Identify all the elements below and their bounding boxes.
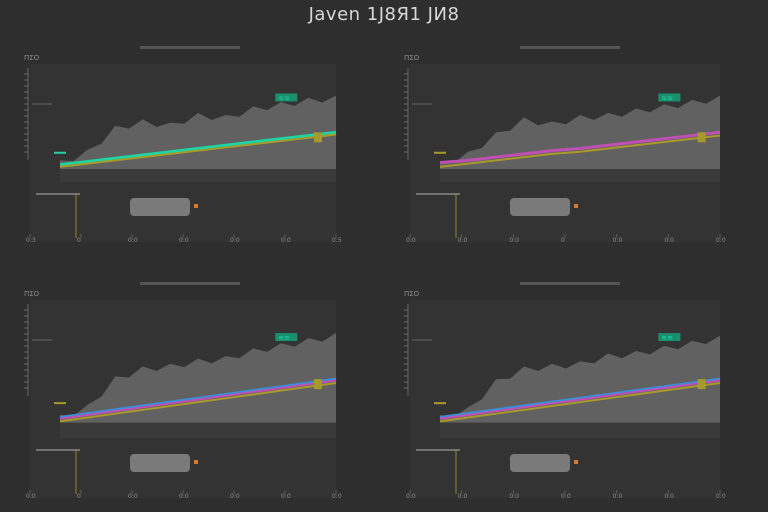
subtitle-bar	[520, 282, 620, 285]
x-tick-label: 0	[77, 237, 81, 244]
series-line-olive	[59, 133, 337, 168]
y-axis-label: ΠΣΟ	[404, 54, 420, 62]
tag-badge-label: ≋≋	[278, 94, 290, 102]
legend-marker	[434, 402, 446, 405]
tag-badge-label: ≋≋	[661, 94, 673, 102]
subtitle-bar	[140, 282, 240, 285]
x-tick-label: 0:0	[128, 237, 138, 244]
series-end-block	[697, 379, 706, 390]
annotation-dot	[194, 460, 198, 464]
x-tick-label: 0:0	[664, 237, 674, 244]
tag-badge	[275, 93, 298, 102]
series-line-magenta	[439, 379, 721, 420]
annotation-box	[510, 454, 570, 472]
legend-marker	[434, 151, 446, 154]
annotation-dot	[574, 204, 578, 208]
x-tick-label: 0:0	[230, 237, 240, 244]
series-line-olive	[59, 381, 337, 423]
series-line-teal	[59, 130, 337, 167]
y-axis-label: ΠΣΟ	[24, 54, 40, 62]
series-line-blue	[59, 377, 337, 420]
x-tick-label: 0:0	[664, 493, 674, 500]
ground-band	[440, 169, 720, 182]
subtitle-bar	[520, 46, 620, 49]
series-end-block	[313, 132, 322, 143]
tag-badge	[658, 333, 681, 342]
annotation-box	[130, 198, 190, 216]
terrain-area	[440, 95, 720, 182]
annotation-dot	[194, 204, 198, 208]
ground-band	[440, 422, 720, 438]
ground-band	[60, 422, 336, 438]
chart-panel-4: ΠΣΟ ≋≋ 0:0 0:0 0:0 0:0 0:0 0:0 0:0	[384, 270, 768, 512]
x-tick-label: 0:0	[332, 493, 342, 500]
x-tick-label: 0:0	[281, 493, 291, 500]
series-line-blue	[439, 377, 721, 420]
annotation-box	[130, 454, 190, 472]
series-line-magenta	[59, 379, 337, 420]
series-line-magenta	[439, 130, 721, 165]
ground-band	[60, 169, 336, 182]
tag-badge-label: ≋≋	[661, 334, 673, 342]
x-tick-label: 0:0	[179, 237, 189, 244]
x-tick-label: 0:0	[406, 237, 416, 244]
x-tick-label: 0:0	[281, 237, 291, 244]
x-tick-label: 0:0	[128, 493, 138, 500]
chart-panel-3: ΠΣΟ ≋≋ 0:0 0 0:0 0:0 0:0 0:0 0:0	[0, 270, 384, 512]
series-line-olive	[439, 134, 721, 168]
x-tick-label: 0:0	[716, 237, 726, 244]
chart-panel-1: ΠΣΟ ≋≋ 0:3 0 0:0 0:0 0:0 0:0 0:5	[0, 34, 384, 256]
series-end-block	[313, 379, 322, 390]
chart-4-svg: ΠΣΟ ≋≋ 0:0 0:0 0:0 0:0 0:0 0:0 0:0	[404, 282, 726, 500]
x-tick-label: 0:0	[458, 237, 468, 244]
legend-marker	[54, 402, 66, 405]
x-tick-label: 0:0	[406, 493, 416, 500]
page-title: Javen 1J8Я1 JИ8	[308, 4, 460, 25]
x-tick-label: 0	[77, 493, 81, 500]
x-tick-label: 0:0	[179, 493, 189, 500]
x-tick-label: 0:5	[332, 237, 342, 244]
x-tick-label: 0:0	[509, 493, 519, 500]
x-tick-label: 0	[561, 237, 565, 244]
terrain-area	[60, 95, 336, 182]
y-axis-label: ΠΣΟ	[404, 290, 420, 298]
x-tick-label: 0:0	[716, 493, 726, 500]
chart-3-svg: ΠΣΟ ≋≋ 0:0 0 0:0 0:0 0:0 0:0 0:0	[24, 282, 342, 500]
x-tick-label: 0:0	[509, 237, 519, 244]
x-tick-label: 0:0	[561, 493, 571, 500]
subtitle-bar	[140, 46, 240, 49]
x-tick-label: 0:3	[26, 237, 36, 244]
x-tick-label: 0:0	[230, 493, 240, 500]
x-tick-label: 0:0	[26, 493, 36, 500]
legend-marker	[54, 151, 66, 154]
x-tick-label: 0:0	[613, 493, 623, 500]
chart-2-svg: ΠΣΟ ≋≋ 0:0 0:0 0:0 0 0:0 0:0 0:0	[404, 46, 726, 244]
x-tick-label: 0:0	[613, 237, 623, 244]
x-tick-label: 0:0	[458, 493, 468, 500]
annotation-dot	[574, 460, 578, 464]
y-axis-label: ΠΣΟ	[24, 290, 40, 298]
tag-badge-label: ≋≋	[278, 334, 290, 342]
series-line-olive	[439, 381, 721, 423]
chart-1-svg: ΠΣΟ ≋≋ 0:3 0 0:0 0:0 0:0 0:0 0:5	[24, 46, 342, 244]
tag-badge	[275, 333, 298, 342]
tag-badge	[658, 93, 681, 102]
series-end-block	[697, 132, 706, 143]
annotation-box	[510, 198, 570, 216]
chart-panel-2: ΠΣΟ ≋≋ 0:0 0:0 0:0 0 0:0 0:0 0:0	[384, 34, 768, 256]
